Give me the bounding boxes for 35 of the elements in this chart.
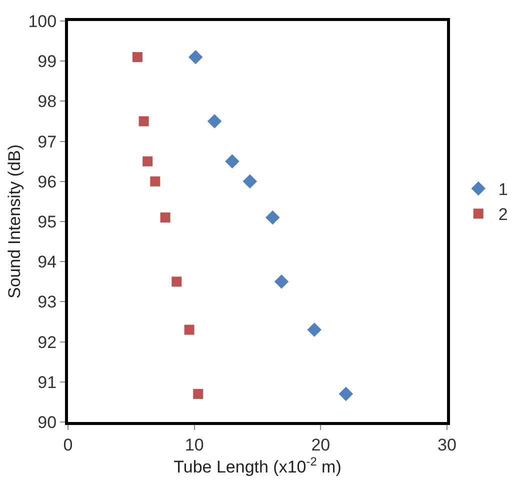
y-tick-label: 90 [38,412,57,432]
y-tick-label: 93 [38,292,57,312]
point [132,52,142,62]
point [193,388,204,399]
x-tick-label: 20 [311,435,330,454]
point [225,154,240,168]
point [207,114,222,128]
point [307,322,322,337]
point [188,50,203,64]
y-tick-label: 97 [38,132,57,152]
y-tick-label: 99 [38,52,57,72]
point [138,116,149,126]
point [150,176,160,186]
legend-label: 1 [498,180,508,200]
legend-label: 2 [498,205,508,224]
y-tick-label: 98 [38,92,57,112]
point [338,386,354,402]
x-tick-label: 30 [438,435,456,454]
y-tick-label: 94 [38,252,57,272]
y-tick-label: 91 [38,372,57,392]
point [274,274,289,289]
y-tick-label: 96 [38,172,57,192]
y-axis-title: Sound Intensity (dB) [4,144,24,299]
point [242,174,258,189]
point [266,210,280,225]
point [142,156,153,166]
point [160,212,170,222]
x-tick-label: 10 [184,435,204,454]
y-tick-label: 95 [38,212,57,232]
point [184,324,194,335]
y-tick-label: 92 [38,332,57,352]
point [172,276,182,287]
x-axis-title: Tube Length (x10$^{-2}$ m) [174,454,342,477]
y-tick-label: 100 [28,12,57,31]
x-tick-label: 0 [63,435,73,454]
